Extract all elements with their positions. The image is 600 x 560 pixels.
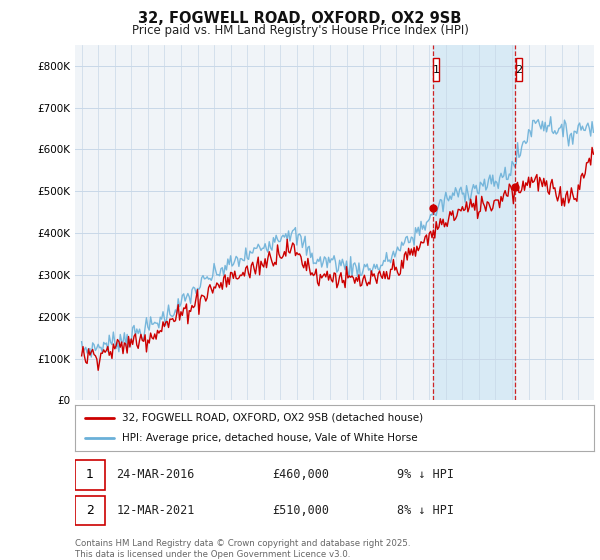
Point: [511, 183, 520, 192]
FancyBboxPatch shape: [515, 58, 521, 81]
Text: Price paid vs. HM Land Registry's House Price Index (HPI): Price paid vs. HM Land Registry's House …: [131, 24, 469, 36]
Bar: [433, 45, 515, 400]
Text: 8% ↓ HPI: 8% ↓ HPI: [397, 504, 454, 517]
Text: 2: 2: [515, 65, 522, 75]
Text: 24-MAR-2016: 24-MAR-2016: [116, 468, 195, 481]
Text: 12-MAR-2021: 12-MAR-2021: [116, 504, 195, 517]
Text: 32, FOGWELL ROAD, OXFORD, OX2 9SB (detached house): 32, FOGWELL ROAD, OXFORD, OX2 9SB (detac…: [122, 413, 423, 423]
Text: 9% ↓ HPI: 9% ↓ HPI: [397, 468, 454, 481]
Point: [428, 203, 438, 212]
Text: £460,000: £460,000: [272, 468, 329, 481]
Text: 32, FOGWELL ROAD, OXFORD, OX2 9SB: 32, FOGWELL ROAD, OXFORD, OX2 9SB: [139, 11, 461, 26]
Text: 1: 1: [433, 65, 440, 75]
FancyBboxPatch shape: [433, 58, 439, 81]
Text: Contains HM Land Registry data © Crown copyright and database right 2025.
This d: Contains HM Land Registry data © Crown c…: [75, 539, 410, 559]
Text: HPI: Average price, detached house, Vale of White Horse: HPI: Average price, detached house, Vale…: [122, 433, 418, 443]
FancyBboxPatch shape: [75, 496, 105, 525]
FancyBboxPatch shape: [75, 460, 105, 489]
Text: £510,000: £510,000: [272, 504, 329, 517]
Text: 1: 1: [86, 468, 94, 481]
Text: 2: 2: [86, 504, 94, 517]
